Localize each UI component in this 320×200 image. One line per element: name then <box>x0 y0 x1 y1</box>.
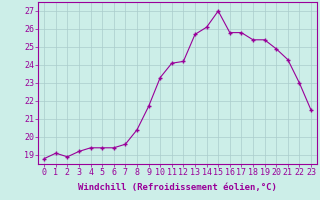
X-axis label: Windchill (Refroidissement éolien,°C): Windchill (Refroidissement éolien,°C) <box>78 183 277 192</box>
